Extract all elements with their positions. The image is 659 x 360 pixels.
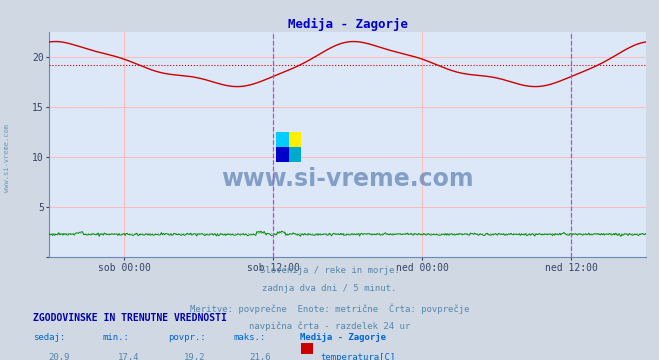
Text: Meritve: povprečne  Enote: metrične  Črta: povprečje: Meritve: povprečne Enote: metrične Črta:… [190,303,469,314]
Bar [289,132,301,147]
Text: ZGODOVINSKE IN TRENUTNE VREDNOSTI: ZGODOVINSKE IN TRENUTNE VREDNOSTI [33,313,227,323]
Text: www.si-vreme.com: www.si-vreme.com [3,125,10,192]
Text: 21,6: 21,6 [250,353,271,360]
Text: maks.:: maks.: [234,333,266,342]
Bar [276,132,289,147]
Text: temperatura[C]: temperatura[C] [321,353,396,360]
Bar [276,147,289,162]
Text: Medija - Zagorje: Medija - Zagorje [300,333,386,342]
Bar [289,147,301,162]
Text: zadnja dva dni / 5 minut.: zadnja dva dni / 5 minut. [262,284,397,293]
Text: 17,4: 17,4 [118,353,139,360]
Text: Slovenija / reke in morje.: Slovenija / reke in morje. [260,266,399,275]
Title: Medija - Zagorje: Medija - Zagorje [287,18,408,31]
Text: 20,9: 20,9 [49,353,70,360]
Text: navpična črta - razdelek 24 ur: navpična črta - razdelek 24 ur [249,322,410,331]
Text: sedaj:: sedaj: [33,333,65,342]
Text: povpr.:: povpr.: [168,333,206,342]
Text: min.:: min.: [102,333,129,342]
Text: www.si-vreme.com: www.si-vreme.com [221,167,474,191]
Text: 19,2: 19,2 [184,353,205,360]
